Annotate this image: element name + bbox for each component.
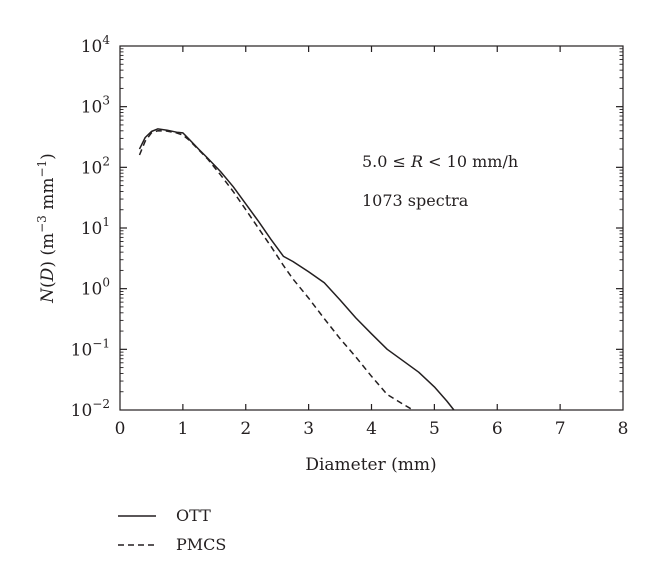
- y-tick-label-base: 10: [81, 98, 103, 118]
- x-tick-label: 3: [303, 419, 314, 439]
- series-line-pmcs: [138, 130, 414, 411]
- x-axis-title: Diameter (mm): [305, 455, 436, 475]
- plot-frame: [119, 45, 624, 411]
- y-tick-label: 104: [81, 33, 111, 57]
- y-tick-label-base: 10: [71, 340, 93, 360]
- y-tick-label-exponent: −2: [92, 397, 110, 411]
- y-tick-label: 10−1: [71, 336, 110, 360]
- legend: OTT PMCS: [118, 506, 226, 554]
- x-tick-label: 5: [429, 419, 440, 439]
- x-tick-label: 7: [555, 419, 566, 439]
- y-tick-label: 101: [81, 215, 110, 239]
- annotation-rain-rate-r: R: [410, 152, 423, 171]
- y-axis-title-d: D: [38, 267, 58, 282]
- y-tick-label: 102: [81, 154, 110, 178]
- x-tick-label: 4: [366, 419, 377, 439]
- x-tick-label: 6: [492, 419, 503, 439]
- x-tick-label: 8: [618, 419, 629, 439]
- y-axis-title-mm: mm: [38, 178, 58, 216]
- y-tick-label-base: 10: [71, 401, 93, 421]
- y-tick-label: 100: [81, 276, 110, 300]
- y-axis-title-units-close: ): [38, 153, 58, 160]
- annotation-spectra-count: 1073 spectra: [362, 191, 469, 210]
- annotation-rain-rate-a: 5.0 ≤: [362, 152, 411, 171]
- x-tick-label: 1: [177, 419, 188, 439]
- annotation-rain-rate-b: < 10 mm/h: [423, 152, 518, 171]
- legend-label-ott: OTT: [176, 506, 211, 525]
- x-tick-labels: 0 1 2 3 4 5 6 7 8: [115, 419, 629, 439]
- y-tick-label-base: 10: [81, 158, 103, 178]
- axis-ticks: [120, 46, 623, 410]
- y-tick-label-exponent: 2: [102, 154, 110, 168]
- annotation-rain-rate: 5.0 ≤ R < 10 mm/h: [362, 152, 518, 171]
- y-tick-label: 10−2: [71, 397, 110, 421]
- y-tick-label-exponent: 4: [102, 33, 110, 47]
- series-line-ott: [138, 128, 455, 411]
- x-tick-label: 2: [240, 419, 251, 439]
- y-tick-label-base: 10: [81, 37, 103, 57]
- y-tick-label-base: 10: [81, 219, 103, 239]
- y-tick-label-base: 10: [81, 280, 103, 300]
- x-tick-label: 0: [115, 419, 126, 439]
- y-axis-title-exp1: −3: [35, 215, 49, 233]
- series-layer: [138, 128, 455, 411]
- y-tick-label-exponent: 1: [102, 215, 110, 229]
- y-axis-title-close: ): [38, 261, 58, 268]
- y-tick-label-exponent: −1: [92, 336, 110, 350]
- y-tick-label-exponent: 3: [102, 94, 110, 108]
- y-axis-title-units-open: (m: [38, 233, 58, 261]
- y-axis-title: N(D) (m−3 mm−1): [35, 153, 58, 304]
- legend-label-pmcs: PMCS: [176, 535, 226, 554]
- y-axis-title-open: (: [38, 281, 58, 288]
- y-tick-label: 103: [81, 94, 110, 118]
- y-axis-title-n: N: [38, 287, 58, 304]
- y-axis-title-exp2: −1: [35, 160, 49, 178]
- y-tick-label-exponent: 0: [102, 276, 110, 290]
